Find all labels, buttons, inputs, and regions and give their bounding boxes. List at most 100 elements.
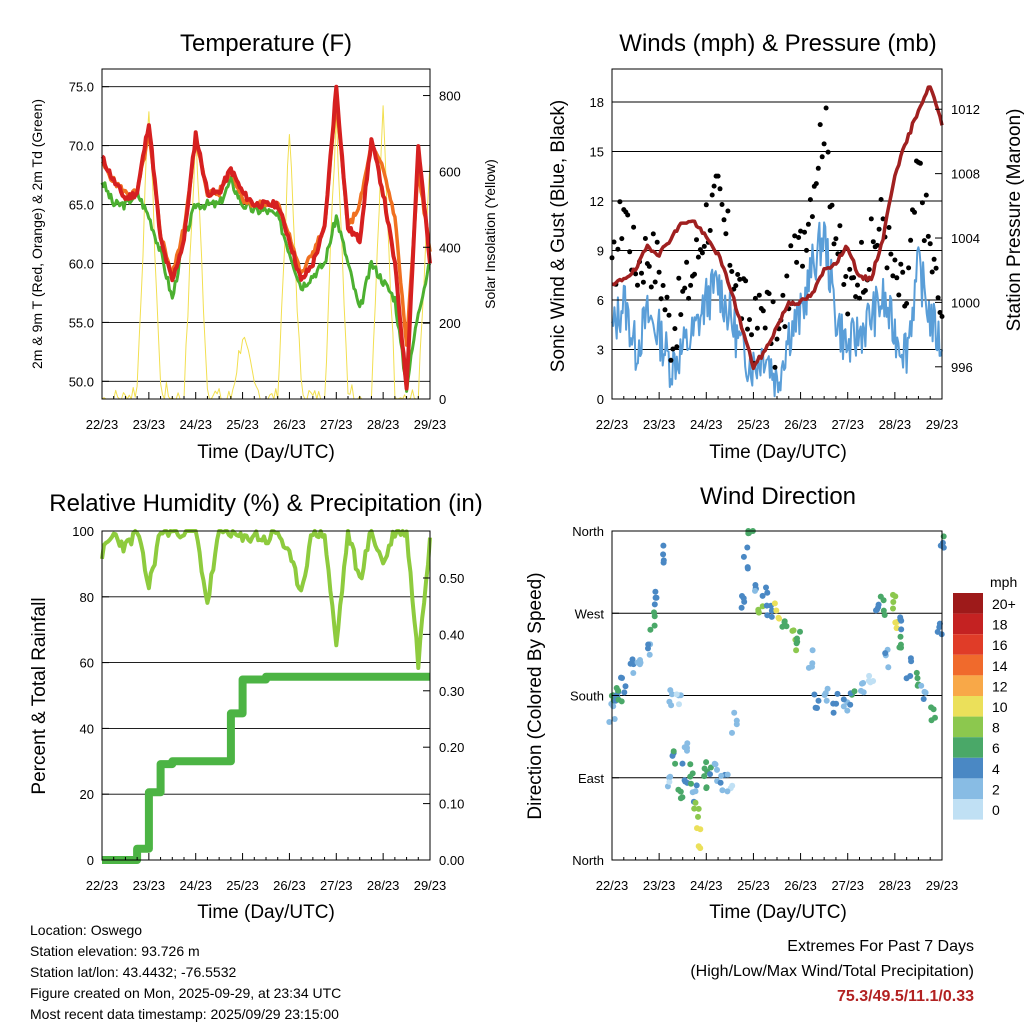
speed-legend-swatch bbox=[953, 613, 983, 635]
speed-legend-label: 16 bbox=[992, 637, 1008, 653]
rh-y2-tick-label: 0.50 bbox=[439, 571, 464, 586]
gust-point bbox=[719, 202, 725, 207]
gust-point bbox=[672, 326, 678, 332]
gust-point bbox=[652, 279, 658, 285]
dir-x-tick-label: 24/23 bbox=[690, 878, 723, 893]
figure-created: Figure created on Mon, 2025-09-29, at 23… bbox=[30, 985, 342, 1001]
direction-point bbox=[918, 682, 925, 689]
humidity-y-axis-label: Percent & Total Rainfall bbox=[29, 597, 50, 794]
direction-point bbox=[936, 620, 943, 627]
gust-point bbox=[851, 275, 857, 281]
temp-y2-tick-label: 400 bbox=[439, 240, 461, 255]
gust-point bbox=[625, 212, 631, 218]
gust-point bbox=[650, 231, 656, 237]
speed-legend-swatch bbox=[953, 675, 983, 696]
gust-point bbox=[686, 295, 692, 301]
wind-x-tick-label: 26/23 bbox=[784, 417, 817, 432]
station-info: Location: Oswego Station elevation: 93.7… bbox=[30, 920, 341, 1025]
direction-point bbox=[821, 692, 828, 698]
wind-y-tick-label: 12 bbox=[590, 194, 604, 209]
direction-point bbox=[752, 587, 758, 594]
direction-point bbox=[877, 593, 884, 600]
rh-y2-tick-label: 0.40 bbox=[439, 627, 464, 642]
direction-point bbox=[701, 773, 708, 780]
direction-point bbox=[815, 697, 822, 704]
direction-point bbox=[752, 582, 759, 588]
direction-point bbox=[703, 759, 710, 766]
gust-point bbox=[843, 274, 849, 279]
gust-point bbox=[756, 292, 762, 298]
gust-point bbox=[853, 294, 859, 300]
gust-point bbox=[933, 265, 939, 271]
direction-point bbox=[882, 650, 889, 657]
wind-y-tick-label: 15 bbox=[590, 145, 604, 160]
direction-point bbox=[719, 787, 726, 794]
direction-point bbox=[740, 553, 747, 560]
gust-point bbox=[870, 239, 876, 245]
wind-x-tick-label: 24/23 bbox=[690, 417, 723, 432]
gust-point bbox=[754, 325, 760, 331]
dir-y-tick-label: West bbox=[575, 606, 605, 621]
gust-point bbox=[749, 332, 754, 338]
direction-point bbox=[672, 760, 679, 767]
dir-y-tick-label: East bbox=[578, 771, 604, 786]
direction-point bbox=[677, 795, 684, 802]
gust-point bbox=[866, 267, 872, 272]
direction-point bbox=[651, 601, 658, 608]
gust-point bbox=[876, 226, 882, 232]
direction-point bbox=[689, 770, 696, 777]
wind-x-tick-label: 28/23 bbox=[879, 417, 912, 432]
gust-point bbox=[703, 202, 709, 208]
wind-y-tick-label: 3 bbox=[597, 343, 604, 358]
direction-point bbox=[847, 701, 854, 708]
speed-legend-label: 8 bbox=[992, 720, 1000, 736]
temp-x-tick-label: 29/23 bbox=[414, 417, 447, 432]
gust-point bbox=[831, 241, 837, 247]
gust-point bbox=[862, 288, 868, 293]
gust-point bbox=[664, 294, 670, 300]
direction-point bbox=[897, 616, 904, 623]
speed-legend-label: 6 bbox=[992, 740, 1000, 756]
direction-point bbox=[668, 702, 675, 709]
direction-point bbox=[660, 559, 667, 566]
gust-point bbox=[737, 276, 743, 282]
gust-point bbox=[721, 217, 727, 223]
gust-point bbox=[619, 236, 625, 242]
gust-point bbox=[709, 192, 715, 198]
gust-point bbox=[813, 181, 819, 187]
dir-x-tick-label: 22/23 bbox=[596, 878, 629, 893]
wind-y-tick-label: 6 bbox=[597, 293, 604, 308]
gust-point bbox=[817, 122, 823, 128]
rh-y2-tick-label: 0.30 bbox=[439, 684, 464, 699]
direction-point bbox=[793, 640, 800, 647]
direction-point bbox=[695, 805, 702, 812]
gust-point bbox=[780, 292, 786, 298]
direction-point bbox=[840, 696, 847, 703]
direction-point bbox=[645, 645, 651, 652]
gust-point bbox=[627, 249, 633, 255]
direction-point bbox=[673, 691, 680, 698]
direction-point bbox=[851, 688, 858, 695]
temp-x-tick-label: 25/23 bbox=[226, 417, 259, 432]
direction-point bbox=[928, 717, 935, 724]
gust-point bbox=[640, 279, 646, 285]
winds-y2-axis-label: Station Pressure (Maroon) bbox=[1004, 109, 1024, 332]
direction-point bbox=[755, 609, 762, 616]
gust-point bbox=[855, 282, 860, 288]
gust-point bbox=[784, 273, 790, 279]
gust-point bbox=[611, 239, 617, 245]
wind-x-tick-label: 27/23 bbox=[831, 417, 864, 432]
direction-point bbox=[666, 778, 673, 785]
direction-point bbox=[830, 709, 837, 716]
wind-y2-tick-label: 996 bbox=[951, 360, 973, 375]
gust-point bbox=[656, 269, 662, 275]
speed-legend-label: 12 bbox=[992, 678, 1008, 694]
gust-point bbox=[788, 243, 794, 249]
direction-point bbox=[903, 675, 910, 682]
direction-point bbox=[652, 588, 659, 595]
gust-point bbox=[631, 224, 637, 230]
gust-point bbox=[707, 228, 713, 233]
direction-point bbox=[744, 564, 751, 571]
temperature-panel: Temperature (F) 75.0 70.0 65.0 60.0 55.0 50.0… bbox=[29, 30, 498, 463]
gust-point bbox=[694, 237, 699, 243]
